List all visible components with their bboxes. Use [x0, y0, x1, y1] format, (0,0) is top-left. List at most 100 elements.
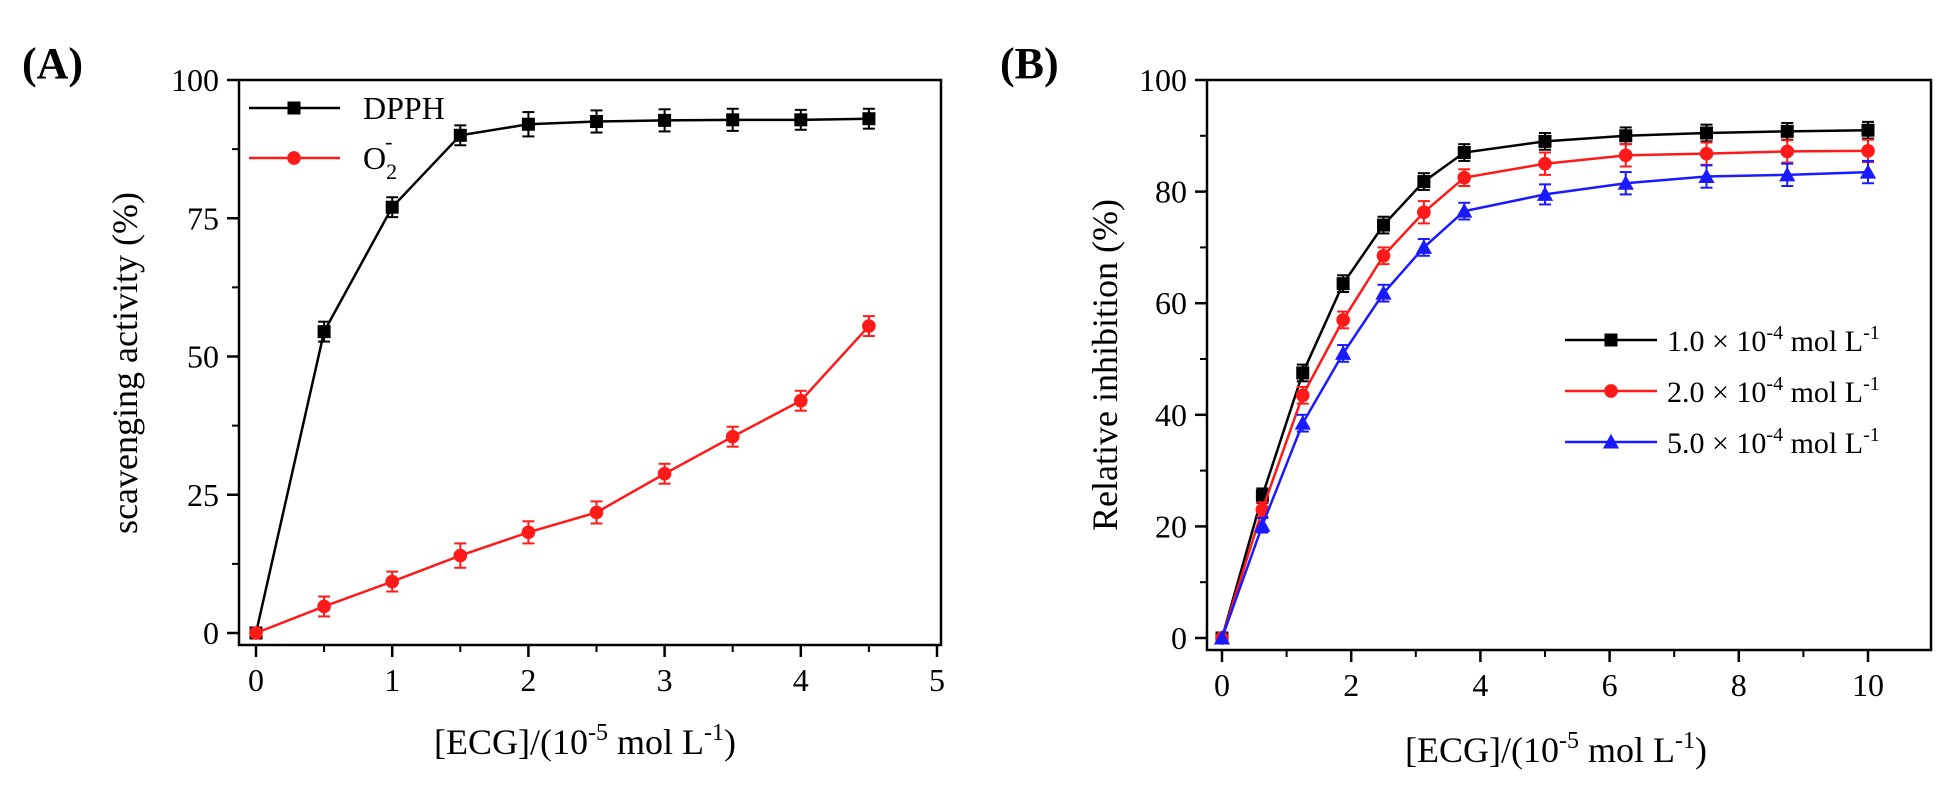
data-point: [1699, 146, 1714, 161]
data-point: [1780, 144, 1795, 159]
data-point: [1618, 148, 1633, 163]
y-tick-label: 25: [187, 477, 219, 513]
data-point: [317, 325, 331, 339]
data-point: [521, 525, 536, 540]
y-tick-label: 100: [171, 62, 219, 98]
y-tick-label: 0: [1171, 620, 1187, 656]
data-point: [453, 128, 467, 142]
data-point: [1415, 239, 1432, 254]
data-point: [1538, 156, 1552, 171]
legend-marker: [287, 101, 301, 115]
data-point: [1780, 124, 1794, 138]
x-tick-label: 6: [1602, 667, 1618, 703]
data-point: [1861, 144, 1875, 158]
data-point: [385, 200, 399, 214]
data-point: [1295, 388, 1310, 403]
plot-frame-a: [237, 78, 943, 647]
data-point: [1336, 313, 1350, 327]
plot-frame-b: [1205, 78, 1933, 652]
data-point: [1254, 517, 1271, 532]
panel-label-b: (B): [1000, 39, 1059, 88]
series-2: [249, 315, 876, 640]
series-b: [1213, 120, 1877, 645]
data-point: [1457, 170, 1472, 185]
series-line: [1220, 149, 1869, 639]
data-point: [725, 429, 740, 444]
y-axis-label-a: scavenging activity (%): [105, 192, 145, 534]
series-line: [254, 117, 869, 634]
panel-label-a: (A): [22, 39, 83, 88]
data-point: [657, 466, 672, 481]
data-point: [1377, 218, 1390, 232]
data-point: [1213, 629, 1231, 645]
data-point: [1538, 134, 1552, 148]
data-point: [590, 114, 603, 128]
data-point: [726, 113, 740, 127]
series-1: [249, 107, 876, 640]
x-tick-label: 2: [520, 662, 536, 698]
data-point: [1375, 285, 1392, 300]
data-point: [1536, 186, 1554, 201]
data-point: [1861, 123, 1875, 137]
x-tick-label: 2: [1343, 667, 1359, 703]
data-point: [1335, 345, 1352, 360]
series-line: [255, 325, 870, 635]
data-point: [1417, 175, 1431, 189]
data-point: [862, 112, 876, 126]
x-tick-label: 0: [1214, 667, 1230, 703]
y-tick-label: 75: [187, 200, 219, 236]
data-point: [1336, 277, 1350, 291]
legend-label: O2-: [363, 129, 397, 184]
series-1: [1215, 120, 1875, 645]
y-tick-label: 100: [1139, 62, 1187, 98]
data-point: [589, 505, 604, 520]
y-axis-label-b: Relative inhibition (%): [1085, 199, 1125, 531]
legend-marker: [1602, 433, 1620, 449]
legend-b: 1.0 × 10-4 mol L-1 2.0 × 10-4 mol L-1 5.0 …: [1565, 322, 1880, 460]
x-axis-label-b: [ECG]/(10-5 mol L-1): [1405, 728, 1707, 770]
data-point: [1294, 415, 1311, 430]
y-tick-label: 0: [203, 615, 219, 651]
y-tick-label: 20: [1155, 508, 1187, 544]
data-point: [658, 113, 672, 127]
data-point: [1296, 366, 1310, 380]
y-tick-label: 60: [1155, 285, 1187, 321]
legend-marker: [1604, 333, 1618, 347]
data-point: [794, 113, 808, 127]
series-2: [1215, 138, 1875, 645]
legend-label: 1.0 × 10-4 mol L-1: [1667, 322, 1880, 358]
data-point: [317, 599, 331, 614]
x-tick-label: 5: [929, 662, 945, 698]
x-axis-label-a: [ECG]/(10-5 mol L-1): [434, 720, 736, 762]
x-tick-label: 1: [384, 662, 400, 698]
legend-marker: [1604, 384, 1618, 398]
data-point: [1417, 205, 1431, 220]
legend-label: 5.0 × 10-4 mol L-1: [1667, 424, 1880, 460]
legend-marker: [287, 151, 301, 165]
data-point: [1619, 129, 1633, 143]
data-point: [1617, 175, 1634, 190]
series-a: [249, 107, 876, 640]
data-point: [521, 117, 535, 131]
data-point: [1376, 248, 1391, 263]
data-point: [1456, 203, 1473, 218]
data-point: [1700, 126, 1713, 140]
y-tick-label: 50: [187, 339, 219, 375]
data-point: [453, 548, 468, 563]
x-tick-label: 10: [1852, 667, 1884, 703]
legend-label: DPPH: [363, 90, 445, 126]
y-tick-label: 40: [1155, 397, 1187, 433]
legend-label: 2.0 × 10-4 mol L-1: [1667, 373, 1880, 409]
x-tick-label: 4: [793, 662, 809, 698]
data-point: [1698, 168, 1715, 184]
data-point: [385, 574, 400, 589]
data-point: [1457, 146, 1471, 160]
series-3: [1213, 159, 1877, 645]
series-line: [1220, 128, 1869, 639]
